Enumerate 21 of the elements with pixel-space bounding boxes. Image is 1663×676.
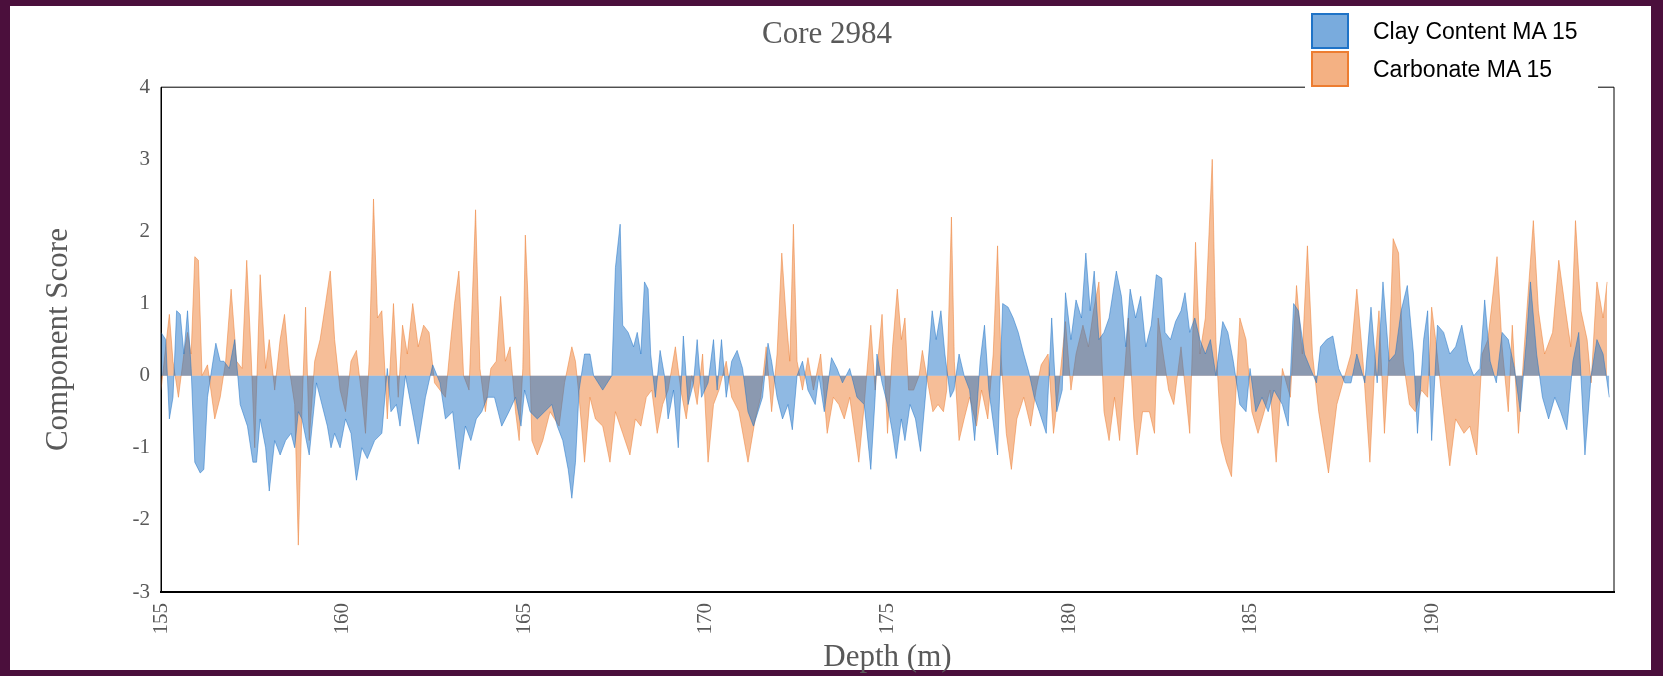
y-tick-label: 0: [139, 362, 150, 387]
x-tick-label: 155: [147, 603, 172, 635]
x-tick-label: 165: [510, 603, 535, 635]
y-tick-label: -2: [132, 506, 150, 531]
x-tick-label: 170: [692, 603, 717, 635]
y-tick-label: -1: [132, 434, 150, 459]
y-tick-label: 2: [139, 217, 150, 242]
legend-label: Carbonate MA 15: [1373, 55, 1553, 83]
x-tick-label: 160: [329, 603, 354, 635]
y-tick-label: 4: [139, 73, 151, 98]
chart-title: Core 2984: [761, 14, 893, 50]
x-tick-label: 190: [1418, 603, 1443, 635]
x-tick-label: 185: [1237, 603, 1262, 635]
y-tick-label: 1: [139, 290, 150, 315]
x-tick-label: 180: [1055, 603, 1080, 635]
legend-label: Clay Content MA 15: [1373, 17, 1578, 45]
y-tick-label: 3: [139, 145, 150, 170]
y-axis-title: Component Score: [38, 228, 74, 452]
x-tick-label: 175: [874, 603, 899, 635]
x-axis-title: Depth (m): [823, 637, 952, 673]
y-tick-label: -3: [132, 578, 150, 603]
